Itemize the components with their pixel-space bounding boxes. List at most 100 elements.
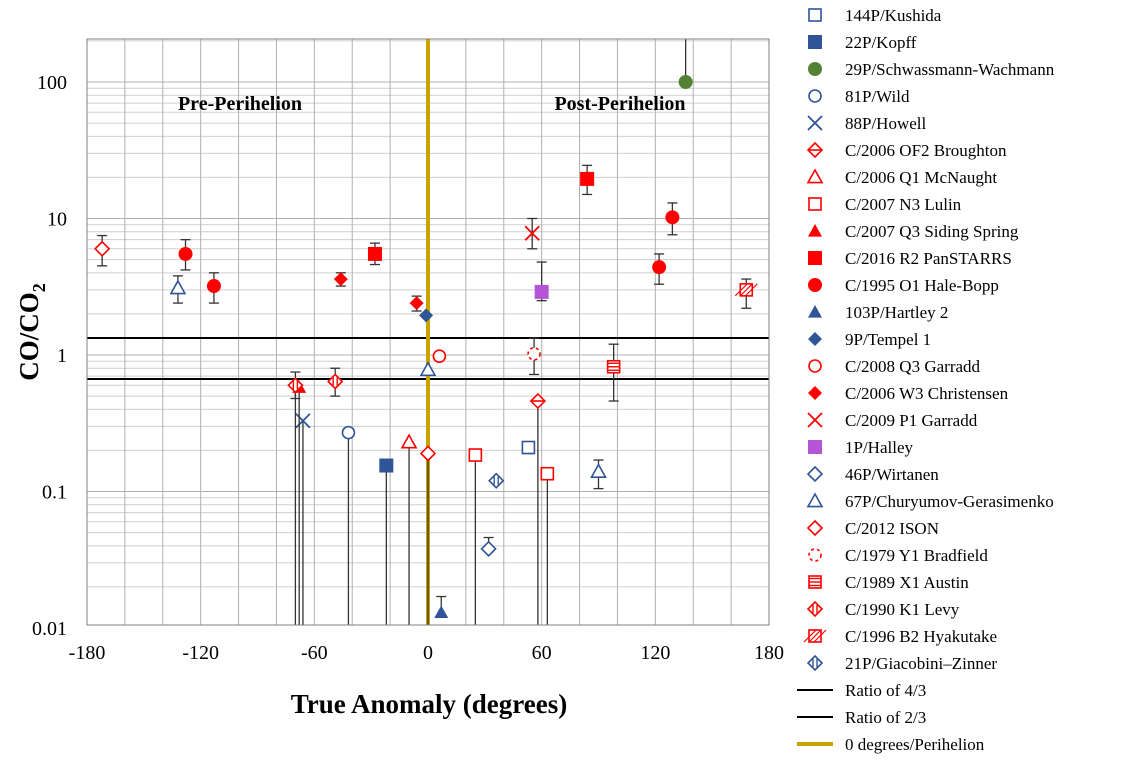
marker-circle-dashed: [527, 347, 541, 361]
x-tick-label: 60: [532, 642, 552, 664]
data-points: [94, 39, 758, 625]
marker-square-hatch: [803, 629, 827, 643]
marker-diamond-filled: [808, 386, 822, 400]
x-tick-label: -120: [182, 642, 219, 664]
marker-square-hlines: [606, 359, 621, 374]
marker-square-open: [808, 197, 822, 211]
marker-diamond-filled: [409, 296, 424, 311]
marker-square-filled: [808, 35, 822, 49]
marker-x: [524, 225, 540, 241]
series-1p-halley: [534, 261, 549, 302]
series-c-2016-r2-panstarrs: [367, 164, 595, 266]
legend-item: C/2007 Q3 Siding Spring: [808, 222, 1019, 241]
legend-item: 144P/Kushida: [808, 6, 942, 25]
legend-item: 67P/Churyumov-Gerasimenko: [806, 492, 1054, 511]
marker-diamond-open: [419, 445, 437, 462]
marker-square-filled: [367, 246, 382, 261]
marker-circle-open: [808, 359, 822, 373]
legend-item: C/2007 N3 Lulin: [808, 195, 962, 214]
legend-label: 22P/Kopff: [845, 33, 917, 52]
plot-frame: [86, 38, 770, 626]
legend-label: C/2007 Q3 Siding Spring: [845, 222, 1019, 241]
legend-label: 144P/Kushida: [845, 6, 942, 25]
marker-square-filled: [808, 440, 822, 454]
marker-diamond-open: [806, 465, 824, 483]
legend-item: C/2012 ISON: [806, 519, 939, 538]
series-c-2006-of2-broughton: [529, 392, 547, 625]
marker-square-filled: [580, 171, 595, 186]
legend-item: C/1990 K1 Levy: [806, 600, 960, 619]
marker-triangle-filled: [808, 305, 822, 318]
series-c-2009-p1-garradd: [524, 217, 540, 250]
legend-label: C/1995 O1 Hale-Bopp: [845, 276, 999, 295]
marker-triangle-filled: [434, 605, 449, 619]
legend-item: 21P/Giacobini–Zinner: [806, 654, 997, 673]
legend-label: C/1996 B2 Hyakutake: [845, 627, 997, 646]
legend-item: 0 degrees/Perihelion: [797, 735, 985, 754]
marker-square-open: [521, 440, 536, 455]
marker-circle-filled: [665, 210, 680, 225]
legend-label: 81P/Wild: [845, 87, 910, 106]
y-tick-label: 0.1: [42, 482, 67, 504]
y-tick-label: 100: [37, 72, 67, 94]
legend-item: C/2016 R2 PanSTARRS: [808, 249, 1012, 268]
legend-item: C/2006 Q1 McNaught: [806, 168, 997, 187]
legend: 144P/Kushida 22P/Kopff 29P/Schwassmann-Wac…: [797, 6, 1055, 754]
series-c-2006-w3-christensen: [333, 272, 424, 312]
marker-diamond-vlines: [287, 377, 304, 394]
legend-item: 81P/Wild: [808, 87, 910, 106]
marker-triangle-open: [169, 279, 187, 295]
marker-diamond-open: [480, 540, 497, 557]
marker-square-filled: [379, 458, 394, 473]
series-29p-schwassmann-wachmann: [678, 39, 693, 89]
series-46p-wirtanen: [480, 536, 497, 557]
legend-label: Ratio of 4/3: [845, 681, 926, 700]
series-88p-howell: [295, 413, 311, 625]
marker-diamond-filled: [333, 272, 348, 287]
legend-label: 9P/Tempel 1: [845, 330, 931, 349]
legend-label: C/2006 OF2 Broughton: [845, 141, 1007, 160]
legend-item: Ratio of 4/3: [797, 681, 926, 700]
svg-text:CO/CO2: CO/CO2: [14, 283, 49, 381]
legend-label: 88P/Howell: [845, 114, 927, 133]
legend-item: 88P/Howell: [807, 114, 927, 133]
legend-item: C/2009 P1 Garradd: [807, 411, 978, 430]
series-c-1990-k1-levy: [287, 367, 344, 625]
x-tick-label: 0: [423, 642, 433, 664]
x-tick-label: 120: [640, 642, 670, 664]
marker-triangle-open: [590, 462, 607, 478]
y-axis-title: CO/CO2: [14, 283, 49, 381]
x-tick-label: -180: [69, 642, 106, 664]
marker-triangle-open: [419, 361, 437, 377]
legend-label: C/2006 Q1 McNaught: [845, 168, 997, 187]
series-c-1995-o1-hale-bopp: [178, 202, 680, 304]
legend-label: C/2012 ISON: [845, 519, 939, 538]
series-103p-hartley-2: [434, 595, 449, 619]
marker-circle-filled: [178, 246, 193, 261]
marker-diamond-half: [806, 141, 824, 159]
marker-square-open: [468, 448, 483, 462]
pre-perihelion-label: Pre-Perihelion: [178, 93, 302, 115]
legend-item: C/2008 Q3 Garradd: [808, 357, 981, 376]
tick-labels: -180 -120 -60 0 60 120 180 0.01 0.1 1 10 100: [32, 72, 784, 664]
legend-item: 1P/Halley: [808, 438, 913, 457]
series-67p-churyumov-gerasimenko: [169, 275, 607, 490]
legend-item: Ratio of 2/3: [797, 708, 926, 727]
legend-label: 103P/Hartley 2: [845, 303, 948, 322]
x-tick-label: -60: [301, 642, 328, 664]
marker-circle-filled: [206, 279, 221, 294]
legend-label: 67P/Churyumov-Gerasimenko: [845, 492, 1054, 511]
legend-label: C/1990 K1 Levy: [845, 600, 960, 619]
series-81p-wild: [341, 425, 356, 625]
marker-circle-filled: [678, 75, 693, 89]
legend-label: C/2006 W3 Christensen: [845, 384, 1009, 403]
legend-label: 1P/Halley: [845, 438, 913, 457]
marker-diamond-open: [806, 519, 824, 537]
marker-x: [807, 412, 823, 428]
marker-square-open: [540, 466, 555, 481]
marker-x: [807, 115, 823, 131]
series-c-1996-b2-hyakutake: [734, 278, 758, 309]
marker-diamond-vlines: [806, 654, 824, 672]
series-c-1979-y1-bradfield: [527, 337, 541, 376]
